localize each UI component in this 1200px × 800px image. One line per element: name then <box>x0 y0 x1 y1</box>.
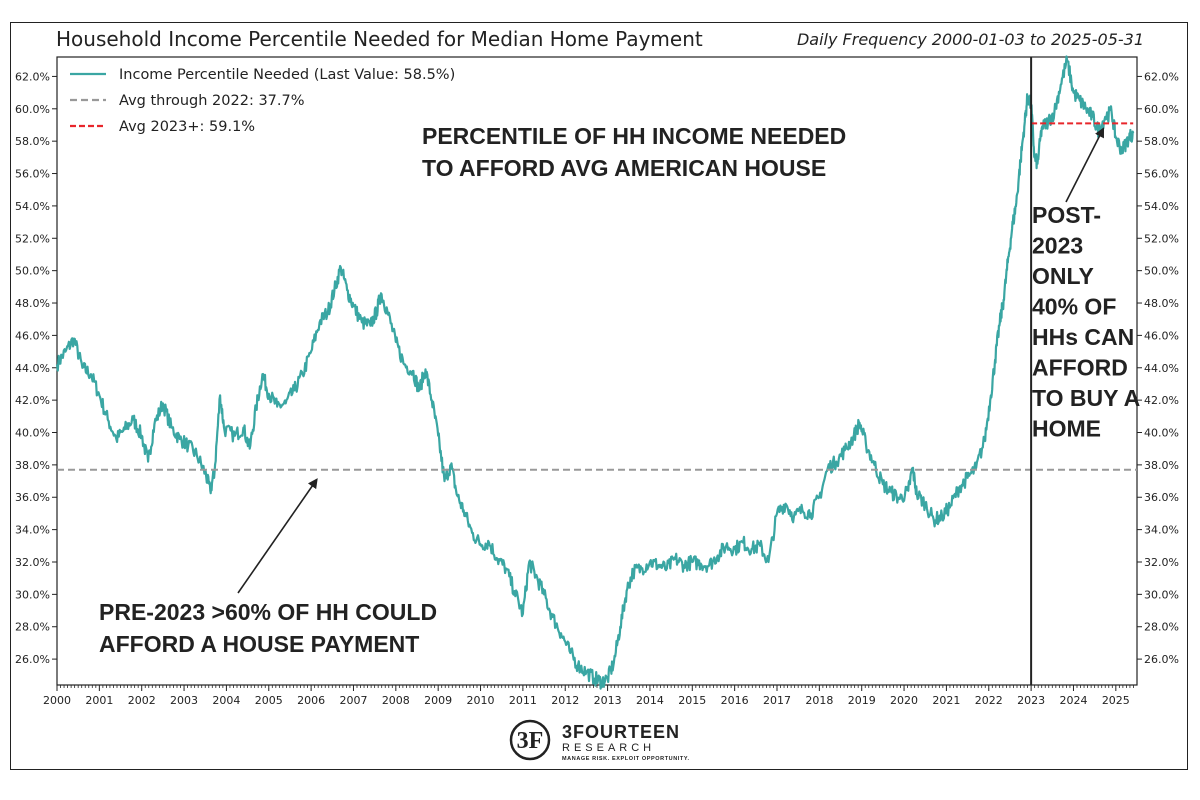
y-tick-label-left: 56.0% <box>15 168 50 181</box>
y-tick-label-left: 50.0% <box>15 265 50 278</box>
x-tick-label: 2025 <box>1102 694 1130 707</box>
logo-sub: RESEARCH <box>562 742 655 754</box>
annotation-post-2023: ONLY <box>1032 263 1094 289</box>
x-tick-label: 2015 <box>678 694 706 707</box>
y-tick-label-right: 28.0% <box>1144 621 1179 634</box>
y-tick-label-right: 38.0% <box>1144 459 1179 472</box>
y-tick-label-right: 32.0% <box>1144 556 1179 569</box>
y-tick-label-right: 46.0% <box>1144 329 1179 342</box>
x-tick-label: 2017 <box>763 694 791 707</box>
y-tick-label-right: 48.0% <box>1144 297 1179 310</box>
y-tick-label-left: 34.0% <box>15 524 50 537</box>
annotation-post-2023: HHs CAN <box>1032 324 1134 350</box>
legend-entry: Avg 2023+: 59.1% <box>119 119 255 135</box>
chart-subtitle: Daily Frequency 2000-01-03 to 2025-05-31 <box>796 30 1144 49</box>
y-tick-label-right: 44.0% <box>1144 362 1179 375</box>
x-tick-label: 2014 <box>636 694 664 707</box>
annotation-pre-2023: PRE-2023 >60% OF HH COULD <box>99 599 437 625</box>
x-tick-label: 2018 <box>805 694 833 707</box>
x-tick-label: 2002 <box>128 694 156 707</box>
x-tick-label: 2000 <box>43 694 71 707</box>
y-tick-label-right: 36.0% <box>1144 491 1179 504</box>
annotation-post-2023: POST- <box>1032 202 1101 228</box>
y-tick-label-right: 60.0% <box>1144 103 1179 116</box>
y-tick-label-right: 34.0% <box>1144 524 1179 537</box>
x-tick-label: 2022 <box>975 694 1003 707</box>
x-tick-label: 2012 <box>551 694 579 707</box>
chart-title: Household Income Percentile Needed for M… <box>56 27 703 51</box>
y-tick-label-left: 42.0% <box>15 394 50 407</box>
logo-circle-icon <box>509 719 551 761</box>
y-tick-label-left: 38.0% <box>15 459 50 472</box>
y-tick-label-left: 58.0% <box>15 135 50 148</box>
x-tick-label: 2006 <box>297 694 325 707</box>
plot-area-border <box>56 56 1138 686</box>
annotation-post-2023: 40% OF <box>1032 294 1116 320</box>
logo-name: 3FOURTEEN <box>562 722 680 742</box>
annotation-pre-2023: AFFORD A HOUSE PAYMENT <box>99 631 419 657</box>
y-tick-label-left: 36.0% <box>15 491 50 504</box>
axes: 26.0% 26.0% 28.0% 28.0% 30.0% 30.0% 32.0% 32.0%… <box>15 56 1179 707</box>
logo-tagline: MANAGE RISK. EXPLOIT OPPORTUNITY. <box>562 756 690 762</box>
y-tick-label-right: 40.0% <box>1144 427 1179 440</box>
arrow-post-2023 <box>1065 127 1105 203</box>
y-tick-label-right: 26.0% <box>1144 653 1179 666</box>
x-tick-label: 2010 <box>467 694 495 707</box>
legend: Income Percentile Needed (Last Value: 58… <box>70 67 455 135</box>
x-tick-label: 2001 <box>85 694 113 707</box>
logo-mark-icon: 3F <box>517 728 544 754</box>
y-tick-label-left: 26.0% <box>15 653 50 666</box>
annotation-headline: PERCENTILE OF HH INCOME NEEDED <box>422 123 846 149</box>
x-tick-label: 2003 <box>170 694 198 707</box>
y-tick-label-left: 32.0% <box>15 556 50 569</box>
annotations: PERCENTILE OF HH INCOME NEEDED TO AFFORD … <box>99 123 1140 657</box>
arrow-pre-2023 <box>237 478 318 594</box>
legend-entry: Income Percentile Needed (Last Value: 58… <box>119 67 455 83</box>
y-tick-label-left: 44.0% <box>15 362 50 375</box>
annotation-post-2023: AFFORD <box>1032 355 1128 381</box>
x-tick-label: 2019 <box>848 694 876 707</box>
y-tick-label-right: 30.0% <box>1144 588 1179 601</box>
annotation-headline: TO AFFORD AVG AMERICAN HOUSE <box>422 155 826 181</box>
x-tick-label: 2007 <box>339 694 367 707</box>
y-tick-label-right: 50.0% <box>1144 265 1179 278</box>
y-tick-label-right: 42.0% <box>1144 394 1179 407</box>
y-tick-label-left: 40.0% <box>15 427 50 440</box>
y-tick-label-left: 30.0% <box>15 588 50 601</box>
annotation-post-2023: HOME <box>1032 416 1101 442</box>
series-line-income-percentile <box>55 55 1135 690</box>
x-tick-label: 2020 <box>890 694 918 707</box>
annotation-post-2023: 2023 <box>1032 233 1083 259</box>
x-tick-label: 2016 <box>721 694 749 707</box>
y-tick-label-right: 58.0% <box>1144 135 1179 148</box>
annotation-post-2023: TO BUY A <box>1032 385 1140 411</box>
x-tick-label: 2024 <box>1059 694 1087 707</box>
y-tick-label-left: 60.0% <box>15 103 50 116</box>
y-tick-label-left: 48.0% <box>15 297 50 310</box>
y-tick-label-right: 62.0% <box>1144 70 1179 83</box>
y-tick-label-right: 52.0% <box>1144 232 1179 245</box>
y-tick-label-left: 54.0% <box>15 200 50 213</box>
x-tick-label: 2021 <box>932 694 960 707</box>
y-tick-label-right: 54.0% <box>1144 200 1179 213</box>
x-tick-label: 2008 <box>382 694 410 707</box>
y-tick-label-right: 56.0% <box>1144 168 1179 181</box>
y-tick-label-left: 62.0% <box>15 70 50 83</box>
y-tick-label-left: 46.0% <box>15 329 50 342</box>
x-tick-label: 2009 <box>424 694 452 707</box>
y-tick-label-left: 28.0% <box>15 621 50 634</box>
legend-entry: Avg through 2022: 37.7% <box>119 93 305 109</box>
x-tick-label: 2013 <box>594 694 622 707</box>
x-tick-label: 2011 <box>509 694 537 707</box>
y-tick-label-left: 52.0% <box>15 232 50 245</box>
x-tick-label: 2004 <box>212 694 240 707</box>
x-tick-label: 2023 <box>1017 694 1045 707</box>
x-tick-label: 2005 <box>255 694 283 707</box>
series-layer <box>55 55 1137 690</box>
brand-logo: 3F 3FOURTEEN RESEARCH MANAGE RISK. EXPLO… <box>509 719 690 762</box>
